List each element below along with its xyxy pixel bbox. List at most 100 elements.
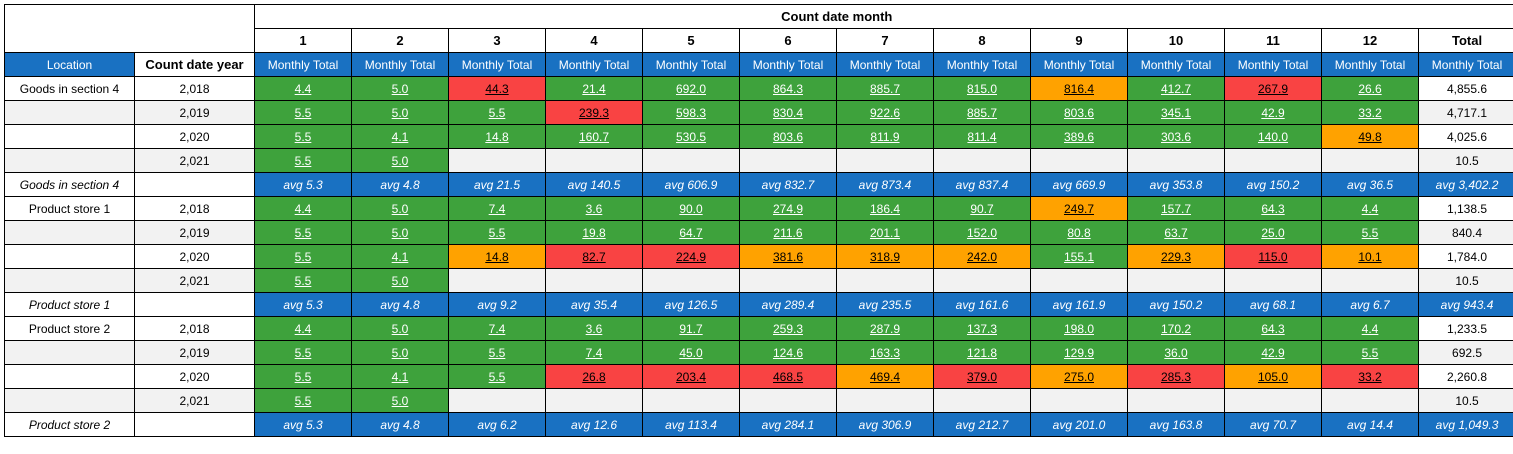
month-value-link[interactable]: 115.0 [1258, 249, 1288, 264]
month-value-link[interactable]: 5.5 [488, 369, 506, 384]
month-value-link[interactable]: 381.6 [772, 249, 804, 264]
month-value-link[interactable]: 468.5 [772, 369, 804, 384]
month-value-link[interactable]: 5.5 [1361, 345, 1379, 360]
month-value-link[interactable]: 318.9 [869, 249, 901, 264]
month-value-link[interactable]: 45.0 [679, 345, 703, 360]
month-value-link[interactable]: 803.6 [772, 129, 804, 144]
month-value-link[interactable]: 26.6 [1358, 81, 1382, 96]
month-value-link[interactable]: 4.4 [294, 201, 312, 216]
month-value-link[interactable]: 5.5 [294, 225, 312, 240]
month-value-link[interactable]: 14.8 [485, 249, 509, 264]
month-value-link[interactable]: 5.5 [488, 225, 506, 240]
month-value-link[interactable]: 5.5 [294, 249, 312, 264]
month-value-link[interactable]: 170.2 [1160, 321, 1192, 336]
month-value-link[interactable]: 33.2 [1358, 369, 1382, 384]
month-value-link[interactable]: 5.5 [488, 345, 506, 360]
month-value-link[interactable]: 19.8 [582, 225, 606, 240]
month-value-link[interactable]: 275.0 [1063, 369, 1095, 384]
month-value-link[interactable]: 152.0 [966, 225, 998, 240]
month-value-link[interactable]: 4.1 [391, 249, 409, 264]
month-value-link[interactable]: 5.0 [391, 105, 409, 120]
month-value-link[interactable]: 155.1 [1063, 249, 1095, 264]
month-value-link[interactable]: 259.3 [772, 321, 804, 336]
month-value-link[interactable]: 163.3 [869, 345, 901, 360]
month-value-link[interactable]: 129.9 [1063, 345, 1095, 360]
month-value-link[interactable]: 5.5 [294, 393, 312, 408]
month-value-link[interactable]: 922.6 [869, 105, 901, 120]
month-value-link[interactable]: 5.5 [294, 153, 312, 168]
month-value-link[interactable]: 389.6 [1063, 129, 1095, 144]
month-value-link[interactable]: 21.4 [582, 81, 606, 96]
month-value-link[interactable]: 803.6 [1063, 105, 1095, 120]
month-value-link[interactable]: 229.3 [1160, 249, 1192, 264]
month-value-link[interactable]: 49.8 [1358, 129, 1382, 144]
month-value-link[interactable]: 469.4 [869, 369, 901, 384]
month-value-link[interactable]: 303.6 [1160, 129, 1192, 144]
month-value-link[interactable]: 3.6 [585, 201, 603, 216]
month-value-link[interactable]: 10.1 [1358, 249, 1382, 264]
month-value-link[interactable]: 816.4 [1063, 81, 1095, 96]
month-value-link[interactable]: 36.0 [1164, 345, 1188, 360]
month-value-link[interactable]: 42.9 [1261, 345, 1285, 360]
month-value-link[interactable]: 4.4 [1361, 321, 1379, 336]
month-value-link[interactable]: 42.9 [1261, 105, 1285, 120]
month-value-link[interactable]: 7.4 [488, 201, 506, 216]
month-value-link[interactable]: 239.3 [578, 105, 610, 120]
month-value-link[interactable]: 198.0 [1063, 321, 1095, 336]
month-value-link[interactable]: 90.7 [970, 201, 994, 216]
month-value-link[interactable]: 211.6 [773, 225, 803, 240]
month-value-link[interactable]: 121.8 [966, 345, 998, 360]
month-value-link[interactable]: 5.5 [488, 105, 506, 120]
month-value-link[interactable]: 830.4 [772, 105, 804, 120]
month-value-link[interactable]: 201.1 [869, 225, 901, 240]
month-value-link[interactable]: 274.9 [772, 201, 804, 216]
month-value-link[interactable]: 3.6 [585, 321, 603, 336]
month-value-link[interactable]: 44.3 [485, 81, 509, 96]
month-value-link[interactable]: 4.1 [391, 129, 409, 144]
month-value-link[interactable]: 885.7 [966, 105, 998, 120]
month-value-link[interactable]: 186.4 [869, 201, 901, 216]
month-value-link[interactable]: 5.0 [391, 81, 409, 96]
month-value-link[interactable]: 7.4 [488, 321, 506, 336]
month-value-link[interactable]: 64.3 [1261, 321, 1285, 336]
month-value-link[interactable]: 105.0 [1257, 369, 1289, 384]
month-value-link[interactable]: 815.0 [966, 81, 998, 96]
month-value-link[interactable]: 864.3 [772, 81, 804, 96]
month-value-link[interactable]: 5.5 [1361, 225, 1379, 240]
month-value-link[interactable]: 379.0 [966, 369, 998, 384]
month-value-link[interactable]: 91.7 [679, 321, 703, 336]
month-value-link[interactable]: 5.0 [391, 201, 409, 216]
month-value-link[interactable]: 203.4 [675, 369, 707, 384]
month-value-link[interactable]: 5.5 [294, 273, 312, 288]
month-value-link[interactable]: 5.5 [294, 105, 312, 120]
month-value-link[interactable]: 530.5 [675, 129, 707, 144]
month-value-link[interactable]: 249.7 [1063, 201, 1095, 216]
month-value-link[interactable]: 267.9 [1257, 81, 1289, 96]
month-value-link[interactable]: 692.0 [675, 81, 707, 96]
month-value-link[interactable]: 242.0 [966, 249, 998, 264]
month-value-link[interactable]: 80.8 [1067, 225, 1091, 240]
month-value-link[interactable]: 598.3 [675, 105, 707, 120]
month-value-link[interactable]: 5.5 [294, 345, 312, 360]
month-value-link[interactable]: 287.9 [869, 321, 901, 336]
month-value-link[interactable]: 285.3 [1160, 369, 1192, 384]
month-value-link[interactable]: 25.0 [1261, 225, 1285, 240]
month-value-link[interactable]: 345.1 [1160, 105, 1192, 120]
month-value-link[interactable]: 137.3 [966, 321, 998, 336]
month-value-link[interactable]: 5.5 [294, 369, 312, 384]
month-value-link[interactable]: 412.7 [1160, 81, 1192, 96]
month-value-link[interactable]: 5.0 [391, 225, 409, 240]
month-value-link[interactable]: 4.4 [294, 81, 312, 96]
month-value-link[interactable]: 90.0 [679, 201, 703, 216]
month-value-link[interactable]: 5.0 [391, 393, 409, 408]
month-value-link[interactable]: 124.6 [772, 345, 804, 360]
month-value-link[interactable]: 160.7 [578, 129, 610, 144]
month-value-link[interactable]: 26.8 [582, 369, 606, 384]
month-value-link[interactable]: 82.7 [582, 249, 606, 264]
month-value-link[interactable]: 224.9 [675, 249, 707, 264]
month-value-link[interactable]: 5.0 [391, 273, 409, 288]
month-value-link[interactable]: 5.0 [391, 153, 409, 168]
month-value-link[interactable]: 4.1 [391, 369, 409, 384]
month-value-link[interactable]: 5.0 [391, 321, 409, 336]
month-value-link[interactable]: 4.4 [294, 321, 312, 336]
